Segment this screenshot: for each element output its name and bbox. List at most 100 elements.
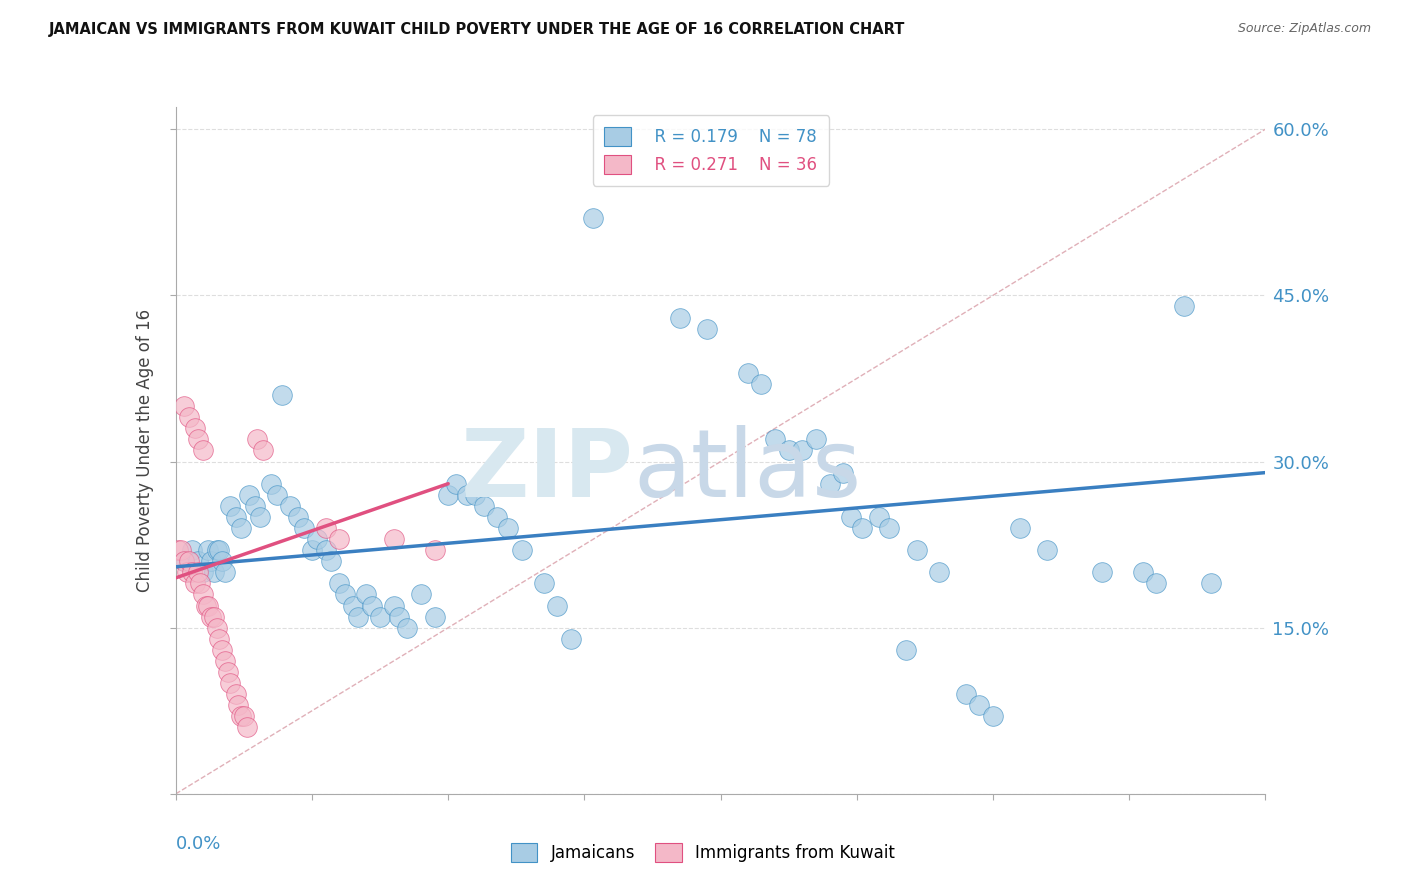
Point [879, 521, 901, 535]
Point [184, 421, 207, 435]
Point [246, 433, 269, 447]
Legend: Jamaicans, Immigrants from Kuwait: Jamaicans, Immigrants from Kuwait [502, 834, 904, 871]
Point [232, 709, 254, 723]
Point [851, 521, 873, 535]
Point [173, 399, 195, 413]
Point [905, 543, 928, 558]
Point [238, 488, 260, 502]
Point [231, 521, 253, 535]
Point [333, 587, 356, 601]
Point [396, 621, 419, 635]
Point [179, 554, 201, 568]
Point [307, 532, 329, 546]
Point [792, 443, 814, 458]
Point [194, 599, 217, 613]
Point [278, 499, 301, 513]
Point [202, 609, 225, 624]
Point [225, 510, 247, 524]
Point [472, 499, 495, 513]
Y-axis label: Child Poverty Under the Age of 16: Child Poverty Under the Age of 16 [136, 309, 155, 592]
Point [818, 476, 841, 491]
Point [292, 521, 315, 535]
Point [423, 609, 446, 624]
Point [1091, 566, 1114, 580]
Point [1036, 543, 1059, 558]
Point [181, 566, 204, 580]
Point [243, 499, 266, 513]
Point [832, 466, 855, 480]
Point [225, 687, 247, 701]
Text: ZIP: ZIP [461, 425, 633, 517]
Point [228, 698, 250, 713]
Point [456, 488, 478, 502]
Point [486, 510, 509, 524]
Point [778, 443, 800, 458]
Text: atlas: atlas [633, 425, 862, 517]
Point [894, 643, 917, 657]
Point [219, 499, 242, 513]
Point [191, 566, 214, 580]
Point [176, 566, 198, 580]
Point [214, 566, 236, 580]
Point [205, 621, 228, 635]
Point [342, 599, 364, 613]
Point [186, 566, 209, 580]
Point [170, 543, 193, 558]
Point [200, 609, 222, 624]
Point [252, 443, 274, 458]
Point [197, 543, 219, 558]
Point [360, 599, 382, 613]
Point [668, 310, 690, 325]
Point [737, 366, 759, 380]
Point [173, 554, 195, 568]
Point [219, 676, 242, 690]
Legend:   R = 0.179    N = 78,   R = 0.271    N = 36: R = 0.179 N = 78, R = 0.271 N = 36 [593, 115, 830, 186]
Point [496, 521, 519, 535]
Point [581, 211, 603, 225]
Point [409, 587, 432, 601]
Point [546, 599, 568, 613]
Point [202, 566, 225, 580]
Point [179, 410, 201, 425]
Point [266, 488, 288, 502]
Text: 0.0%: 0.0% [176, 835, 221, 853]
Point [186, 433, 209, 447]
Point [211, 643, 233, 657]
Point [249, 510, 271, 524]
Point [804, 433, 827, 447]
Point [191, 443, 214, 458]
Point [211, 554, 233, 568]
Point [955, 687, 977, 701]
Point [1132, 566, 1154, 580]
Point [208, 632, 231, 646]
Point [763, 433, 786, 447]
Point [287, 510, 309, 524]
Point [328, 576, 350, 591]
Point [181, 543, 204, 558]
Point [214, 654, 236, 668]
Point [981, 709, 1004, 723]
Point [841, 510, 863, 524]
Point [167, 543, 190, 558]
Text: JAMAICAN VS IMMIGRANTS FROM KUWAIT CHILD POVERTY UNDER THE AGE OF 16 CORRELATION: JAMAICAN VS IMMIGRANTS FROM KUWAIT CHILD… [49, 22, 905, 37]
Point [510, 543, 533, 558]
Point [347, 609, 370, 624]
Point [382, 599, 405, 613]
Point [188, 576, 211, 591]
Point [235, 720, 257, 734]
Point [260, 476, 283, 491]
Point [231, 709, 253, 723]
Point [271, 388, 294, 402]
Point [464, 488, 486, 502]
Point [560, 632, 582, 646]
Point [388, 609, 411, 624]
Point [1010, 521, 1032, 535]
Point [356, 587, 378, 601]
Point [328, 532, 350, 546]
Point [446, 476, 468, 491]
Point [197, 599, 219, 613]
Text: Source: ZipAtlas.com: Source: ZipAtlas.com [1237, 22, 1371, 36]
Point [173, 554, 195, 568]
Point [533, 576, 555, 591]
Point [315, 521, 337, 535]
